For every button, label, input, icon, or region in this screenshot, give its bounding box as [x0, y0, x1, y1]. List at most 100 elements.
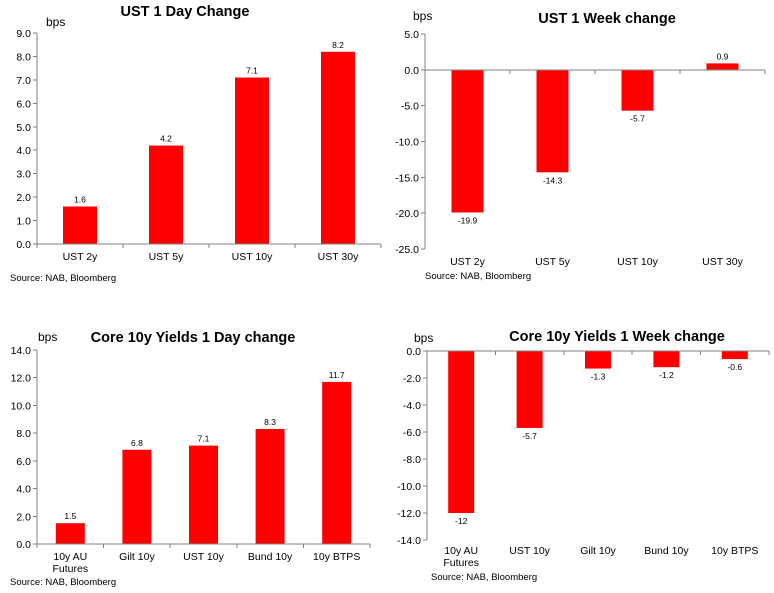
source-note: Source: NAB, Bloomberg [10, 273, 116, 284]
y-tick-label: -5.0 [401, 101, 419, 113]
data-label: -5.7 [630, 114, 645, 124]
y-tick-label: 1.0 [16, 216, 31, 228]
bar-10y-btps [322, 381, 352, 544]
bar-ust-5y [149, 145, 183, 244]
bar-bund-10y [255, 428, 285, 544]
bar-10y-au-futures [448, 351, 475, 513]
category-label: 10y BTPS [313, 551, 360, 563]
y-tick-label: 6.0 [16, 98, 31, 110]
category-label: UST 2y [63, 251, 99, 263]
data-label: 7.1 [246, 66, 258, 76]
y-axis-unit: bps [414, 331, 433, 345]
y-tick-label: -20.0 [395, 208, 419, 220]
chart-svg: Core 10y Yields 1 Week change bps Source: … [397, 329, 770, 583]
chart-core-10y-1-week-change: Core 10y Yields 1 Week change bps Source: … [387, 296, 774, 593]
y-tick-label: -10.0 [395, 137, 419, 149]
chart-svg: Core 10y Yields 1 Day change bps Source: N… [10, 330, 371, 588]
chart-svg: UST 1 Day Change bps Source: NAB, Bloomber… [10, 4, 382, 284]
category-label: Gilt 10y [119, 551, 155, 563]
bar-ust-2y [451, 69, 484, 213]
category-label: Bund 10y [644, 545, 689, 557]
category-label: UST 10y [183, 551, 224, 563]
chart-title: UST 1 Week change [538, 11, 676, 27]
y-tick-label: 0.0 [16, 239, 31, 251]
y-tick-label: 4.0 [16, 145, 31, 157]
category-label: Futures [52, 563, 88, 575]
y-tick-label: 14.0 [11, 345, 32, 357]
category-label: UST 10y [232, 251, 273, 263]
y-tick-label: -8.0 [403, 454, 421, 466]
y-tick-label: -4.0 [403, 400, 421, 412]
source-note: Source: NAB, Bloomberg [10, 577, 116, 588]
data-label: -5.7 [522, 431, 537, 441]
y-tick-label: 4.0 [16, 484, 31, 496]
data-label: 0.9 [717, 51, 729, 61]
data-label: 8.2 [332, 40, 344, 50]
data-label: 4.2 [160, 134, 172, 144]
category-label: UST 2y [450, 256, 486, 268]
y-tick-label: 5.0 [16, 122, 31, 134]
category-label: Gilt 10y [580, 545, 616, 557]
y-tick-label: -14.0 [397, 535, 421, 547]
category-label: UST 10y [509, 545, 550, 557]
y-tick-label: -6.0 [403, 427, 421, 439]
y-axis-unit: bps [46, 15, 65, 29]
y-tick-label: 2.0 [16, 511, 31, 523]
bar-ust-10y [621, 69, 654, 111]
data-label: -1.2 [659, 370, 674, 380]
category-label: 10y BTPS [711, 545, 758, 557]
data-label: 1.6 [74, 194, 86, 204]
chart-ust-1-day-change: UST 1 Day Change bps Source: NAB, Bloomber… [0, 0, 387, 296]
bar-gilt-10y [585, 351, 611, 369]
bar-10y-au-futures [55, 523, 85, 544]
chart-svg: UST 1 Week change bps Source: NAB, Bloombe… [395, 9, 766, 282]
category-label: UST 5y [149, 251, 185, 263]
bar-bund-10y [653, 351, 680, 368]
bar-ust-30y [706, 63, 739, 70]
chart-title: UST 1 Day Change [121, 4, 250, 20]
chart-core-10y-1-day-change: Core 10y Yields 1 Day change bps Source: N… [0, 296, 387, 593]
data-label: 1.5 [64, 511, 76, 521]
y-tick-label: 0.0 [16, 539, 31, 551]
y-tick-label: 12.0 [11, 373, 32, 385]
data-label: -12 [455, 516, 468, 526]
category-label: Bund 10y [248, 551, 293, 563]
source-note: Source: NAB, Bloomberg [425, 271, 531, 282]
data-label: -1.3 [591, 372, 606, 382]
y-tick-label: -25.0 [395, 244, 419, 256]
y-axis-unit: bps [413, 9, 432, 23]
category-label: UST 30y [318, 251, 359, 263]
y-tick-label: 0.0 [406, 346, 421, 358]
y-tick-label: 9.0 [16, 28, 31, 40]
chart-ust-1-week-change: UST 1 Week change bps Source: NAB, Bloombe… [387, 0, 774, 296]
y-tick-label: 7.0 [16, 75, 31, 87]
y-tick-label: -12.0 [397, 508, 421, 520]
data-label: -14.3 [543, 175, 563, 185]
y-tick-label: 2.0 [16, 192, 31, 204]
chart-title: Core 10y Yields 1 Week change [509, 329, 725, 345]
data-label: -19.9 [458, 215, 478, 225]
category-label: UST 5y [535, 256, 571, 268]
y-tick-label: -15.0 [395, 172, 419, 184]
y-tick-label: 8.0 [16, 51, 31, 63]
category-label: UST 10y [617, 256, 658, 268]
bar-10y-btps [721, 351, 748, 360]
chart-title: Core 10y Yields 1 Day change [91, 330, 296, 346]
y-tick-label: 0.0 [404, 65, 419, 77]
y-tick-label: 8.0 [16, 428, 31, 440]
source-note: Source: NAB, Bloomberg [431, 572, 537, 583]
y-tick-label: 6.0 [16, 456, 31, 468]
data-label: 6.8 [131, 438, 143, 448]
data-label: 7.1 [198, 434, 210, 444]
y-tick-label: -10.0 [397, 481, 421, 493]
bar-ust-10y [235, 77, 269, 245]
bar-ust-5y [536, 69, 569, 173]
y-tick-label: 10.0 [11, 400, 32, 412]
category-label: 10y AU [53, 551, 87, 563]
y-tick-label: -2.0 [403, 373, 421, 385]
y-tick-label: 5.0 [404, 29, 419, 41]
bar-ust-10y [516, 351, 543, 428]
data-label: 11.7 [329, 370, 345, 380]
data-label: -0.6 [727, 362, 742, 372]
bar-ust-30y [321, 51, 355, 244]
